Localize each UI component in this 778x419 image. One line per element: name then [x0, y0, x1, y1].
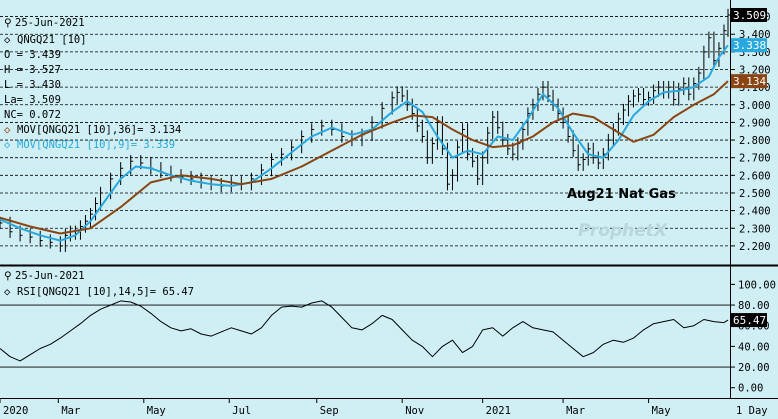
y-axis-area	[730, 0, 778, 419]
x-ticks: 2020 Mar May Jul Sep Nov 2021 Mar May	[0, 398, 671, 417]
last-value-badge	[731, 74, 767, 89]
last-value-badge	[731, 38, 767, 53]
last-value-badge-label: 65.47	[733, 314, 766, 327]
watermark-logo: ProphetX	[578, 221, 668, 241]
price-header-date: 25-Jun-2021	[15, 17, 85, 29]
x-tick-label: May	[652, 405, 671, 417]
price-y-tick-label: 3.200	[739, 65, 771, 77]
rsi-y-tick-label: 0.00	[738, 383, 763, 395]
rsi-legend: ⚲ 25-Jun-2021 ◇ RSI[QNGQ21 [10],14,5]= 6…	[4, 270, 194, 298]
price-y-tick-label: 2.900	[739, 117, 771, 129]
rsi-y-tick-label: 80.00	[738, 300, 770, 312]
diamond-icon: ◇	[4, 139, 11, 151]
last-value-badge-label: 3.338	[733, 39, 766, 52]
price-header-symbol: QNGQ21 [10]	[17, 34, 87, 46]
x-tick-label: Mar	[566, 405, 585, 417]
diamond-icon: ◇	[4, 124, 11, 136]
x-tick-label: Mar	[61, 405, 80, 417]
price-header-change: NC= 0.072	[4, 109, 61, 121]
rsi-plot-area[interactable]	[0, 268, 730, 398]
last-value-badge-label: 3.134	[733, 75, 766, 88]
magnifier-icon[interactable]: ⚲	[4, 17, 12, 29]
price-header-high: H = 3.527	[4, 64, 61, 76]
ma9-line	[0, 44, 729, 242]
last-value-badge	[731, 313, 767, 328]
price-header-open: O = 3.439	[4, 49, 61, 61]
price-header-low: L = 3.430	[4, 79, 61, 91]
chart-annotation: Aug21 Nat Gas	[567, 187, 676, 202]
x-tick-label: May	[147, 405, 166, 417]
price-y-ticks: 2.200 2.300 2.400 2.500 2.600 2.700 2.800 2.900…	[730, 12, 771, 253]
price-y-tick-label: 2.600	[739, 170, 771, 182]
magnifier-icon[interactable]: ⚲	[4, 270, 12, 282]
price-y-tick-label: 2.500	[739, 188, 771, 200]
ma36-line	[0, 80, 729, 235]
price-series	[0, 8, 731, 253]
x-tick-label: Nov	[405, 405, 424, 417]
x-tick-label: 2021	[486, 405, 511, 417]
diamond-icon: ◇	[4, 286, 11, 298]
x-tick-label: Jul	[232, 405, 251, 417]
price-header-last: La= 3.509	[4, 94, 61, 106]
period-label[interactable]: 1 Day	[736, 405, 768, 417]
rsi-y-tick-label: 20.00	[738, 362, 770, 374]
price-y-tick-label: 3.000	[739, 100, 771, 112]
rsi-header-date: 25-Jun-2021	[15, 270, 85, 282]
last-value-badges: 3.509 3.338 3.134 65.47	[731, 7, 767, 328]
diamond-icon: ◇	[4, 34, 11, 46]
x-tick-label: 2020	[3, 405, 28, 417]
price-gridlines	[0, 16, 730, 247]
x-tick-label: Sep	[320, 405, 339, 417]
last-value-badge-label: 3.509	[733, 9, 766, 22]
rsi-legend-label: RSI[QNGQ21 [10],14,5]= 65.47	[17, 286, 194, 298]
ma36-legend: MOV[QNGQ21 [10],36]= 3.134	[17, 124, 181, 136]
last-value-badge	[731, 7, 767, 22]
price-legend: ⚲ 25-Jun-2021 ◇ QNGQ21 [10] O = 3.439 H …	[4, 17, 181, 151]
rsi-gridlines	[0, 304, 730, 368]
rsi-line	[0, 300, 729, 362]
rsi-series	[0, 300, 729, 362]
price-y-tick-label: 2.300	[739, 223, 771, 235]
price-y-tick-label: 2.200	[739, 241, 771, 253]
price-y-tick-label: 2.800	[739, 135, 771, 147]
rsi-y-tick-label: 40.00	[738, 341, 770, 353]
price-y-tick-label: 2.700	[739, 153, 771, 165]
rsi-y-tick-label: 100.00	[738, 279, 776, 291]
price-y-tick-label: 2.400	[739, 206, 771, 218]
ma9-legend: MOV[QNGQ21 [10],9]= 3.339	[17, 139, 175, 151]
